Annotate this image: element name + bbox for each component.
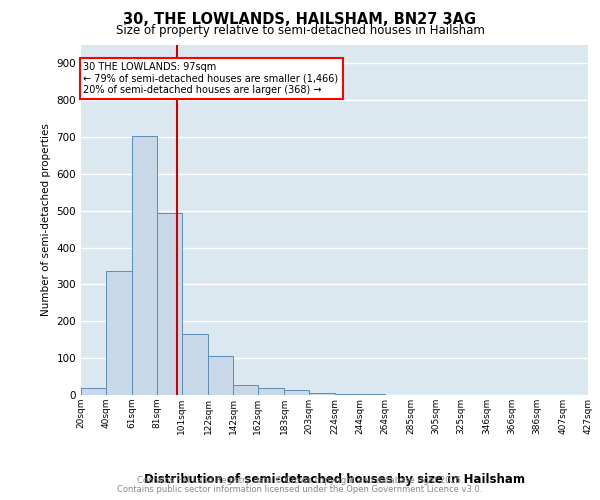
Bar bbox=[81, 388, 106, 395]
Bar bbox=[106, 271, 132, 395]
Bar bbox=[258, 388, 284, 395]
Text: Contains public sector information licensed under the Open Government Licence v3: Contains public sector information licen… bbox=[118, 484, 482, 494]
Text: 30, THE LOWLANDS, HAILSHAM, BN27 3AG: 30, THE LOWLANDS, HAILSHAM, BN27 3AG bbox=[124, 12, 476, 28]
Bar bbox=[309, 393, 335, 395]
Text: Contains HM Land Registry data © Crown copyright and database right 2025.: Contains HM Land Registry data © Crown c… bbox=[137, 476, 463, 485]
Bar bbox=[335, 394, 360, 395]
Bar bbox=[157, 214, 182, 395]
Bar bbox=[284, 390, 309, 395]
Bar bbox=[233, 384, 258, 395]
Bar bbox=[360, 394, 385, 395]
Y-axis label: Number of semi-detached properties: Number of semi-detached properties bbox=[41, 124, 51, 316]
Bar bbox=[182, 334, 208, 395]
X-axis label: Distribution of semi-detached houses by size in Hailsham: Distribution of semi-detached houses by … bbox=[144, 473, 525, 486]
Text: Size of property relative to semi-detached houses in Hailsham: Size of property relative to semi-detach… bbox=[116, 24, 484, 37]
Bar bbox=[132, 136, 157, 395]
Text: 30 THE LOWLANDS: 97sqm
← 79% of semi-detached houses are smaller (1,466)
20% of : 30 THE LOWLANDS: 97sqm ← 79% of semi-det… bbox=[83, 62, 338, 95]
Bar bbox=[208, 356, 233, 395]
